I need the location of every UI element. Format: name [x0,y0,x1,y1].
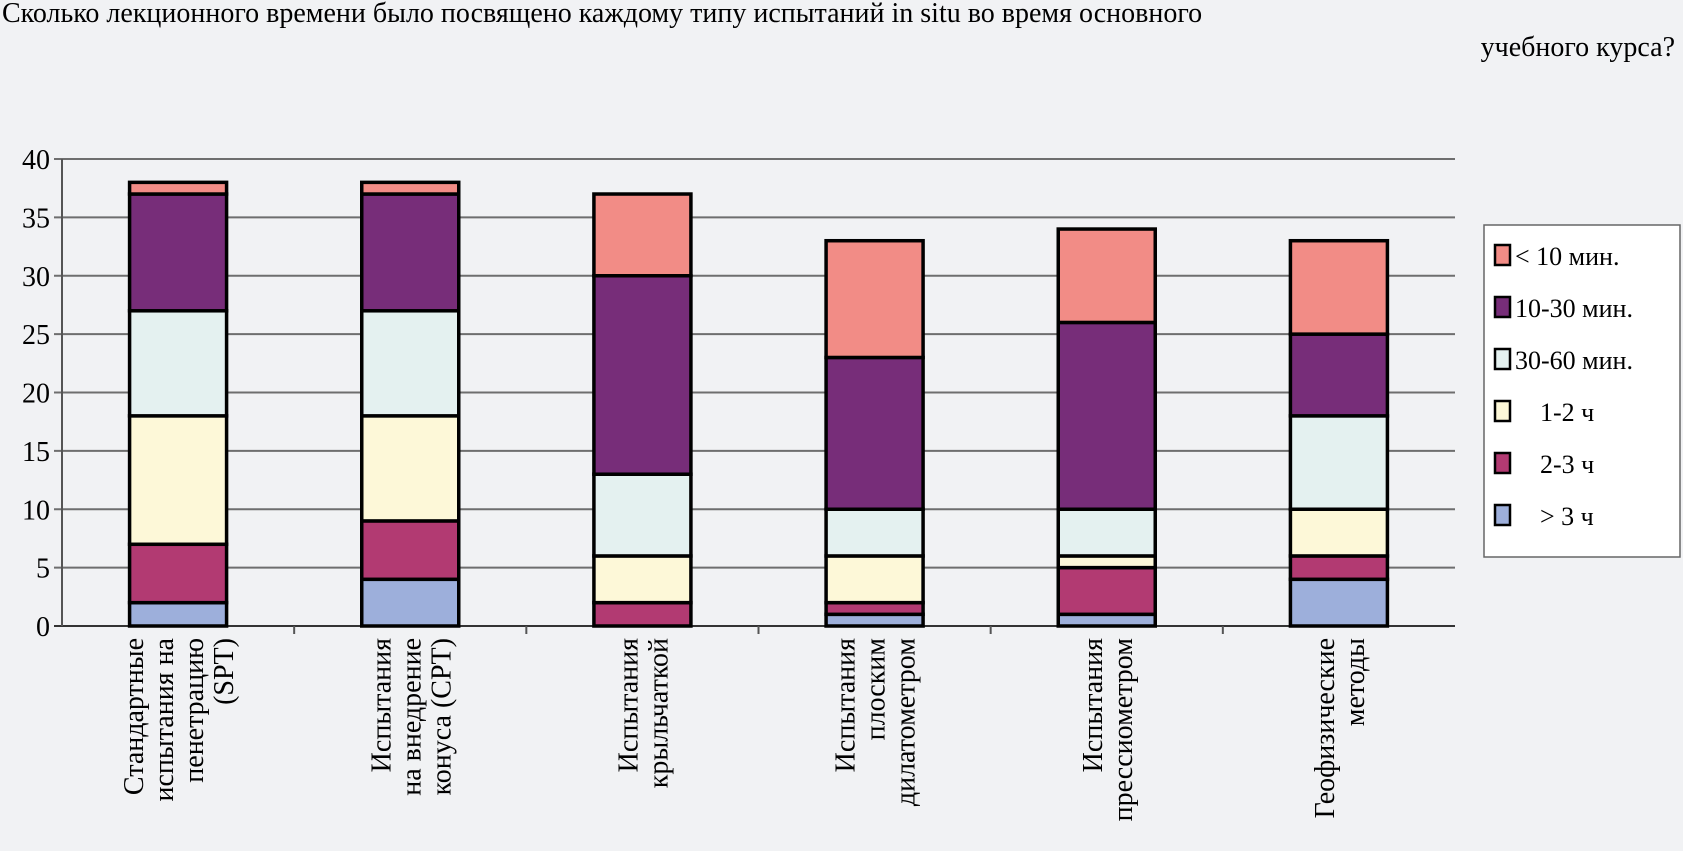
x-tick-label: Испытания [1078,638,1109,772]
x-category-label: Испытания прессиометром [1078,638,1139,822]
x-tick-label: дилатометром [891,638,922,806]
bar-segment [1288,332,1390,418]
bar-segment [592,554,693,605]
x-tick-label: пенетрацию [179,638,210,783]
bar-segment [127,414,229,547]
bar-segment [592,600,693,628]
bar-segment [824,554,925,605]
bar-segment [1288,507,1390,558]
bar-segment [592,192,693,278]
bar-segment [127,180,229,196]
legend-swatch [1493,451,1512,475]
bar-segment [592,472,693,558]
bar-segment [1288,577,1390,628]
y-tick-label: 40 [22,145,50,176]
x-tick-label: прессиометром [1108,638,1139,822]
legend-label: 2-3 ч [1540,450,1594,479]
x-tick-label: Испытания [366,638,397,772]
bar-segment [360,577,461,628]
x-tick-label: (SPT) [209,638,240,705]
bar-segment [824,612,925,628]
x-tick-label: Испытания [613,638,644,772]
y-tick-label: 35 [22,203,50,234]
bar-segment [1056,507,1157,558]
y-tick-label: 5 [36,554,50,585]
legend-label: < 10 мин. [1515,242,1619,271]
bar-segment [1056,227,1157,325]
y-tick-label: 10 [22,495,50,526]
bar-segment [1288,414,1390,512]
bar-segment [1056,554,1157,570]
x-category-label: Стандартные испытания на пенетрацию (SPT) [119,637,240,801]
x-tick-label: плоским [861,638,892,741]
legend-label: 10-30 мин. [1515,294,1633,323]
bar-segment [127,192,229,313]
y-tick-label: 0 [36,612,50,643]
bar-segment [360,414,461,523]
legend-label: 30-60 мин. [1515,346,1633,375]
x-tick-label: крыльчаткой [643,638,674,788]
x-tick-label: испытания на [149,637,180,801]
x-tick-label: Испытания [831,638,862,772]
x-tick-label: Стандартные [119,638,150,795]
bar-segment [127,600,229,628]
y-tick-label: 30 [22,262,50,293]
y-tick-label: 25 [22,320,50,351]
legend: < 10 мин. 10-30 мин. 30-60 мин. 1-2 ч 2-3 ч >… [1483,224,1681,558]
bar-segment [1056,320,1157,512]
bar-segment [360,180,461,196]
x-category-label: Испытания плоским дилатометром [831,638,922,806]
x-tick-label: конуса (CPT) [426,638,457,795]
bar-segment [1056,565,1157,617]
x-tick-label: методы [1340,638,1371,726]
bar-segment [360,519,461,582]
legend-box [1483,224,1681,558]
bar-segment [824,600,925,617]
bar-segment [127,309,229,418]
bar-segment [127,542,229,605]
legend-label: 1-2 ч [1540,398,1594,427]
chart-title-line-1: Сколько лекционного времени было посвяще… [2,0,1203,29]
x-tick-label: на внедрение [396,638,427,796]
x-category-label: Испытания на внедрение конуса (CPT) [366,638,457,796]
legend-swatch [1493,347,1512,371]
legend-label: > 3 ч [1540,502,1594,531]
legend-swatch [1493,503,1512,527]
x-category-label: Испытания крыльчаткой [613,638,674,788]
bar-segment [1288,238,1390,336]
x-category-label: Геофизические методы [1310,638,1371,819]
legend-swatch [1493,399,1512,423]
y-tick-label: 20 [22,379,50,410]
y-tick-label: 15 [22,437,50,468]
bar-segment [592,274,693,476]
x-tick-label: Геофизические [1310,638,1341,818]
bar-segment [360,309,461,418]
legend-swatch [1493,243,1512,267]
bar-segment [824,507,925,558]
bar-segment [824,238,925,360]
legend-swatch [1493,295,1512,319]
bar-segment [360,192,461,313]
bar-segment [824,355,925,511]
bar-segment [1288,554,1390,582]
chart-title-line-2: учебного курса? [1480,32,1675,63]
bar-segment [1056,612,1157,628]
